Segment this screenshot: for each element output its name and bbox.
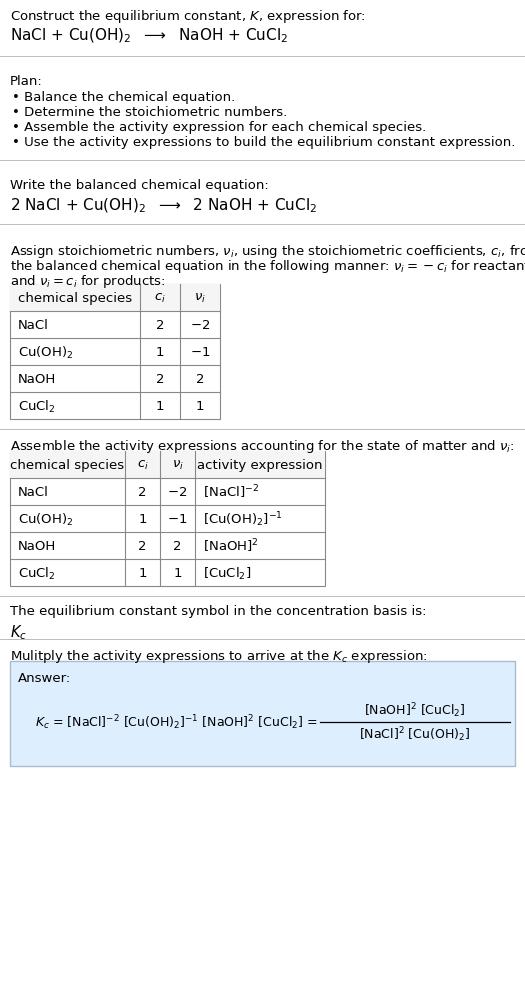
Text: [Cu(OH)$_2$]$^{-1}$: [Cu(OH)$_2$]$^{-1}$ xyxy=(203,510,283,529)
Text: [CuCl$_2$]: [CuCl$_2$] xyxy=(203,565,251,581)
Text: $c_i$: $c_i$ xyxy=(154,292,166,305)
Text: CuCl$_2$: CuCl$_2$ xyxy=(18,565,56,581)
Text: 1: 1 xyxy=(196,399,204,412)
Text: 2: 2 xyxy=(156,373,164,385)
Text: Construct the equilibrium constant, $K$, expression for:: Construct the equilibrium constant, $K$,… xyxy=(10,8,366,25)
Text: Answer:: Answer: xyxy=(18,671,71,684)
Text: CuCl$_2$: CuCl$_2$ xyxy=(18,398,56,414)
Text: 1: 1 xyxy=(138,513,147,526)
Text: the balanced chemical equation in the following manner: $\nu_i = -c_i$ for react: the balanced chemical equation in the fo… xyxy=(10,258,525,275)
Text: NaCl: NaCl xyxy=(18,319,49,332)
Bar xyxy=(10,661,515,766)
Text: Mulitply the activity expressions to arrive at the $K_c$ expression:: Mulitply the activity expressions to arr… xyxy=(10,647,428,664)
Text: 2: 2 xyxy=(196,373,204,385)
Text: $-$1: $-$1 xyxy=(167,513,187,526)
Text: • Use the activity expressions to build the equilibrium constant expression.: • Use the activity expressions to build … xyxy=(12,135,516,148)
Text: 2 NaCl + Cu(OH)$_2$  $\longrightarrow$  2 NaOH + CuCl$_2$: 2 NaCl + Cu(OH)$_2$ $\longrightarrow$ 2 … xyxy=(10,197,317,216)
Text: NaCl + Cu(OH)$_2$  $\longrightarrow$  NaOH + CuCl$_2$: NaCl + Cu(OH)$_2$ $\longrightarrow$ NaOH… xyxy=(10,27,288,45)
Text: Assemble the activity expressions accounting for the state of matter and $\nu_i$: Assemble the activity expressions accoun… xyxy=(10,437,514,454)
Text: $-$1: $-$1 xyxy=(190,346,210,359)
Text: Assign stoichiometric numbers, $\nu_i$, using the stoichiometric coefficients, $: Assign stoichiometric numbers, $\nu_i$, … xyxy=(10,243,525,260)
Text: • Balance the chemical equation.: • Balance the chemical equation. xyxy=(12,91,235,104)
Bar xyxy=(10,451,325,478)
Text: Cu(OH)$_2$: Cu(OH)$_2$ xyxy=(18,344,74,360)
Text: 2: 2 xyxy=(173,540,182,553)
Text: activity expression: activity expression xyxy=(197,458,323,471)
Text: $\nu_i$: $\nu_i$ xyxy=(172,458,183,471)
Text: NaOH: NaOH xyxy=(18,540,56,553)
Text: $-$2: $-$2 xyxy=(190,319,210,332)
Text: Plan:: Plan: xyxy=(10,75,43,88)
Text: chemical species: chemical species xyxy=(10,458,124,471)
Text: $-$2: $-$2 xyxy=(167,485,187,498)
Text: chemical species: chemical species xyxy=(18,292,132,305)
Text: $c_i$: $c_i$ xyxy=(136,458,149,471)
Text: 2: 2 xyxy=(138,485,147,498)
Text: 1: 1 xyxy=(173,567,182,580)
Bar xyxy=(10,285,220,312)
Text: 2: 2 xyxy=(156,319,164,332)
Text: $K_c$: $K_c$ xyxy=(10,623,27,641)
Text: 1: 1 xyxy=(156,346,164,359)
Text: NaOH: NaOH xyxy=(18,373,56,385)
Text: $K_c$ = [NaCl]$^{-2}$ [Cu(OH)$_2$]$^{-1}$ [NaOH]$^2$ [CuCl$_2$] =: $K_c$ = [NaCl]$^{-2}$ [Cu(OH)$_2$]$^{-1}… xyxy=(35,713,318,731)
Text: and $\nu_i = c_i$ for products:: and $\nu_i = c_i$ for products: xyxy=(10,273,165,290)
Text: [NaOH]$^2$: [NaOH]$^2$ xyxy=(203,538,259,555)
Text: [NaCl]$^{-2}$: [NaCl]$^{-2}$ xyxy=(203,483,259,500)
Text: Cu(OH)$_2$: Cu(OH)$_2$ xyxy=(18,511,74,527)
Text: 1: 1 xyxy=(138,567,147,580)
Bar xyxy=(10,451,325,587)
Text: 2: 2 xyxy=(138,540,147,553)
Text: [NaOH]$^2$ [CuCl$_2$]: [NaOH]$^2$ [CuCl$_2$] xyxy=(364,701,466,719)
Text: The equilibrium constant symbol in the concentration basis is:: The equilibrium constant symbol in the c… xyxy=(10,605,426,618)
Text: 1: 1 xyxy=(156,399,164,412)
Text: $\nu_i$: $\nu_i$ xyxy=(194,292,206,305)
Text: [NaCl]$^2$ [Cu(OH)$_2$]: [NaCl]$^2$ [Cu(OH)$_2$] xyxy=(359,725,471,743)
Text: • Assemble the activity expression for each chemical species.: • Assemble the activity expression for e… xyxy=(12,121,426,133)
Text: Write the balanced chemical equation:: Write the balanced chemical equation: xyxy=(10,179,269,192)
Text: NaCl: NaCl xyxy=(18,485,49,498)
Bar xyxy=(10,285,220,419)
Text: • Determine the stoichiometric numbers.: • Determine the stoichiometric numbers. xyxy=(12,106,287,119)
